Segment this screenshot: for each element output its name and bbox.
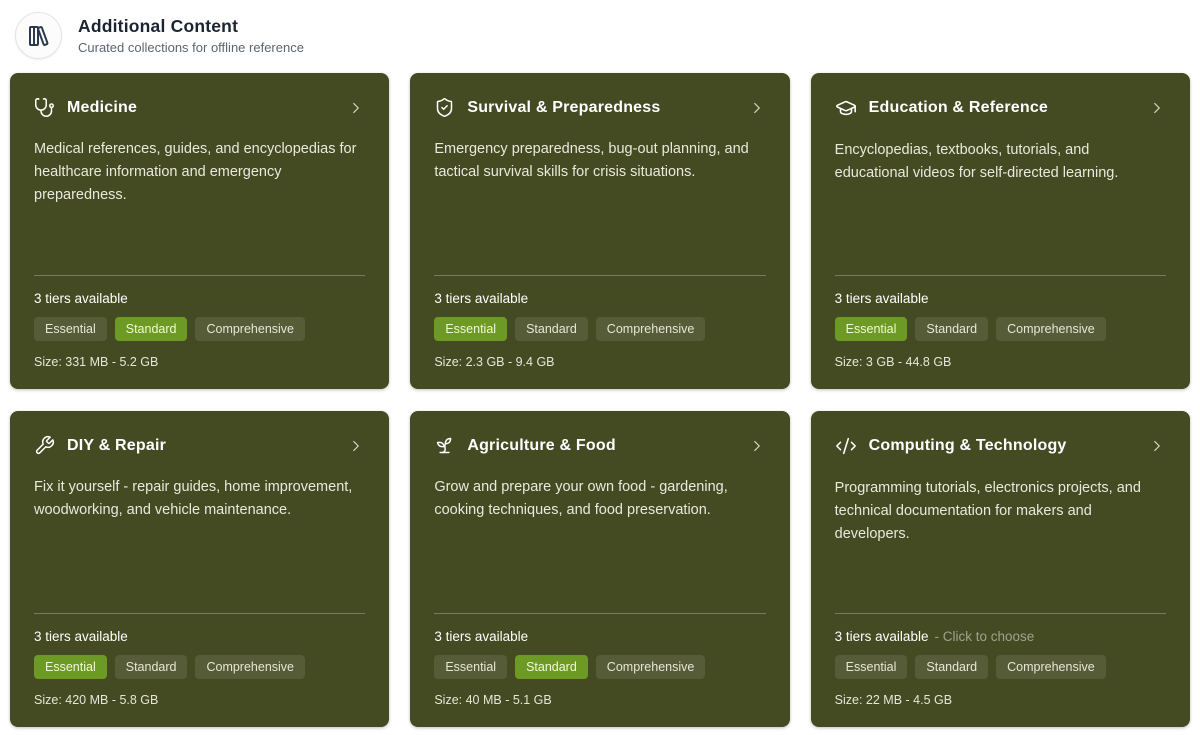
- card-description: Fix it yourself - repair guides, home im…: [34, 479, 353, 519]
- card-description: Grow and prepare your own food - gardeni…: [434, 479, 728, 519]
- library-icon: [15, 12, 62, 59]
- divider: [434, 275, 766, 276]
- tier-badge-comprehensive[interactable]: Comprehensive: [996, 655, 1106, 679]
- card-bottom: 3 tiers available Essential Standard Com…: [434, 613, 766, 707]
- chevron-right-icon: [748, 99, 766, 117]
- size-label: Size: 40 MB - 5.1 GB: [434, 693, 552, 707]
- collection-card-agriculture-food[interactable]: Agriculture & Food Grow and prepare your…: [410, 411, 790, 727]
- card-bottom: 3 tiers available Essential Standard Com…: [834, 275, 1166, 369]
- tier-badge-comprehensive[interactable]: Comprehensive: [595, 317, 706, 341]
- card-title: Education & Reference: [868, 99, 1049, 116]
- tiers-row: 3 tiers available: [34, 291, 365, 306]
- card-bottom: 3 tiers available Essential Standard Com…: [34, 275, 366, 369]
- size-label: Size: 22 MB - 4.5 GB: [834, 693, 953, 707]
- tier-badge-standard[interactable]: Standard: [114, 655, 188, 679]
- tier-badges: Essential Standard Comprehensive: [834, 317, 1166, 341]
- tier-badge-essential[interactable]: Essential: [434, 655, 508, 679]
- card-title: DIY & Repair: [67, 436, 167, 454]
- tier-badges: Essential Standard Comprehensive: [434, 317, 765, 341]
- tier-badges: Essential Standard Comprehensive: [34, 317, 365, 341]
- size-label: Size: 331 MB - 5.2 GB: [34, 355, 159, 369]
- card-title: Agriculture & Food: [467, 436, 616, 454]
- card-description: Encyclopedias, textbooks, tutorials, and…: [834, 142, 1119, 182]
- card-description: Emergency preparedness, bug-out planning…: [434, 141, 749, 181]
- chevron-right-icon: [1148, 437, 1166, 455]
- header-text: Additional Content Curated collections f…: [78, 16, 304, 55]
- tier-badge-comprehensive[interactable]: Comprehensive: [195, 317, 306, 341]
- tier-badge-essential[interactable]: Essential: [834, 317, 908, 341]
- tier-badge-standard[interactable]: Standard: [515, 317, 588, 341]
- tier-badges: Essential Standard Comprehensive: [434, 655, 765, 679]
- tiers-available-label: 3 tiers available: [834, 629, 929, 644]
- tier-badge-comprehensive[interactable]: Comprehensive: [595, 655, 706, 679]
- tier-badge-essential[interactable]: Essential: [34, 317, 107, 341]
- card-header: Agriculture & Food: [434, 435, 765, 456]
- size-label: Size: 2.3 GB - 9.4 GB: [434, 355, 555, 369]
- tiers-row: 3 tiers available - Click to choose: [835, 629, 1166, 644]
- tier-badges: Essential Standard Comprehensive: [34, 655, 365, 679]
- tier-badge-comprehensive[interactable]: Comprehensive: [996, 317, 1106, 341]
- tier-badges: Essential Standard Comprehensive: [834, 655, 1166, 679]
- tiers-available-label: 3 tiers available: [34, 629, 128, 644]
- tiers-available-label: 3 tiers available: [434, 629, 529, 644]
- tiers-row: 3 tiers available: [34, 629, 365, 644]
- tiers-available-label: 3 tiers available: [434, 291, 529, 306]
- page-title: Additional Content: [78, 16, 239, 36]
- card-bottom: 3 tiers available Essential Standard Com…: [434, 275, 766, 369]
- tier-badge-essential[interactable]: Essential: [834, 655, 908, 679]
- divider: [34, 275, 366, 276]
- chevron-right-icon: [1148, 99, 1166, 117]
- card-description: Medical references, guides, and encyclop…: [34, 141, 357, 204]
- tier-badge-standard[interactable]: Standard: [114, 317, 188, 341]
- card-description: Programming tutorials, electronics proje…: [834, 480, 1141, 543]
- tiers-row: 3 tiers available: [434, 291, 765, 306]
- divider: [834, 275, 1166, 276]
- collection-card-medicine[interactable]: Medicine Medical references, guides, and…: [10, 73, 390, 389]
- size-label: Size: 420 MB - 5.8 GB: [34, 693, 159, 707]
- tier-badge-standard[interactable]: Standard: [915, 317, 989, 341]
- tier-badge-standard[interactable]: Standard: [515, 655, 588, 679]
- card-title: Survival & Preparedness: [467, 98, 661, 116]
- shield-check-icon: [434, 97, 455, 118]
- tiers-row: 3 tiers available: [434, 629, 765, 644]
- collection-card-education-reference[interactable]: Education & Reference Encyclopedias, tex…: [810, 73, 1190, 389]
- tier-badge-essential[interactable]: Essential: [434, 317, 508, 341]
- page-header: Additional Content Curated collections f…: [15, 12, 1190, 59]
- content-grid: Medicine Medical references, guides, and…: [10, 73, 1190, 727]
- tier-badge-essential[interactable]: Essential: [34, 655, 107, 679]
- sprout-icon: [434, 435, 455, 456]
- tiers-available-label: 3 tiers available: [834, 291, 929, 306]
- card-bottom: 3 tiers available - Click to choose Esse…: [834, 613, 1166, 707]
- stethoscope-icon: [34, 97, 55, 118]
- tiers-available-label: 3 tiers available: [34, 291, 128, 306]
- chevron-right-icon: [748, 437, 766, 455]
- divider: [834, 613, 1166, 614]
- size-label: Size: 3 GB - 44.8 GB: [834, 355, 952, 369]
- choose-hint[interactable]: - Click to choose: [934, 629, 1035, 644]
- card-bottom: 3 tiers available Essential Standard Com…: [34, 613, 366, 707]
- card-header: Medicine: [34, 97, 365, 118]
- collection-card-diy-repair[interactable]: DIY & Repair Fix it yourself - repair gu…: [10, 411, 390, 727]
- wrench-icon: [34, 435, 55, 456]
- page-subtitle: Curated collections for offline referenc…: [78, 40, 304, 55]
- tier-badge-standard[interactable]: Standard: [915, 655, 989, 679]
- card-header: Computing & Technology: [835, 435, 1166, 457]
- code-icon: [835, 435, 857, 457]
- divider: [434, 613, 766, 614]
- card-title: Computing & Technology: [868, 437, 1067, 454]
- divider: [34, 613, 366, 614]
- chevron-right-icon: [347, 437, 365, 455]
- graduation-cap-icon: [835, 97, 857, 119]
- card-title: Medicine: [67, 98, 138, 116]
- tier-badge-comprehensive[interactable]: Comprehensive: [195, 655, 306, 679]
- card-header: Education & Reference: [835, 97, 1166, 119]
- card-header: Survival & Preparedness: [434, 97, 765, 118]
- chevron-right-icon: [347, 99, 365, 117]
- collection-card-survival-preparedness[interactable]: Survival & Preparedness Emergency prepar…: [410, 73, 790, 389]
- collection-card-computing-technology[interactable]: Computing & Technology Programming tutor…: [810, 411, 1190, 727]
- card-header: DIY & Repair: [34, 435, 365, 456]
- tiers-row: 3 tiers available: [835, 291, 1166, 306]
